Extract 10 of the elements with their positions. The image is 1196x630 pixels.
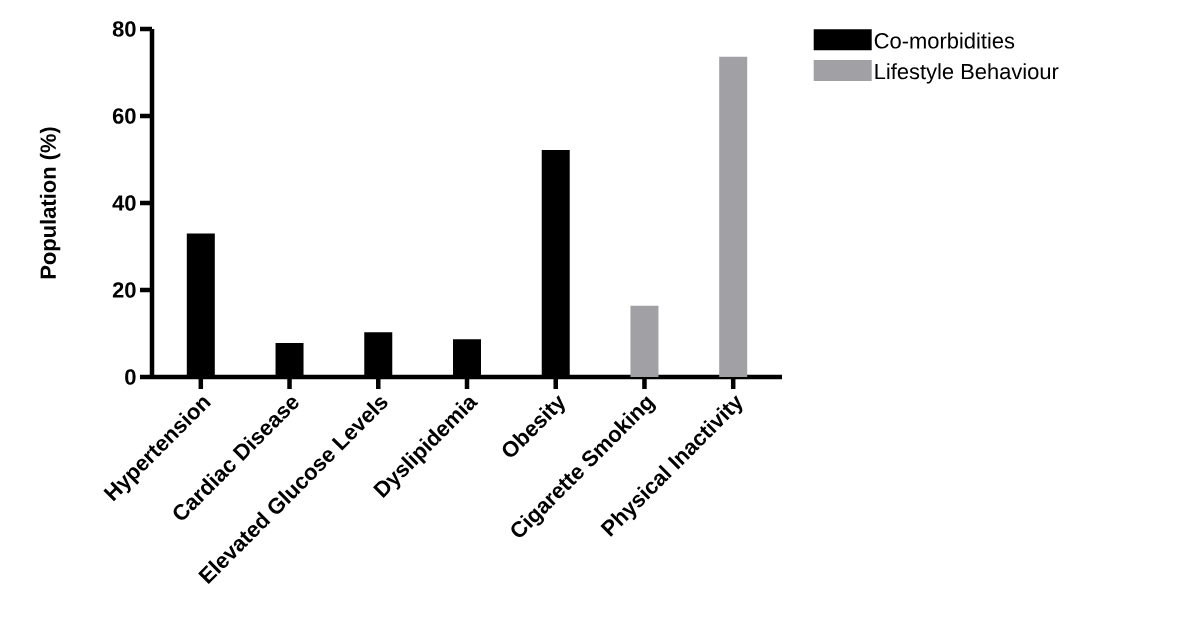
bar	[719, 56, 748, 377]
y-axis-title: Population (%)	[39, 127, 61, 279]
y-tick-label: 60	[112, 108, 136, 124]
y-tick-label: 80	[112, 21, 136, 37]
y-tick-label: 0	[125, 369, 136, 385]
bar	[630, 305, 659, 377]
legend-label: Lifestyle Behaviour	[875, 63, 1059, 84]
y-tick-label: 40	[112, 195, 136, 211]
y-tick-label: 20	[112, 282, 136, 298]
legend-label: Co-morbidities	[874, 32, 1015, 49]
